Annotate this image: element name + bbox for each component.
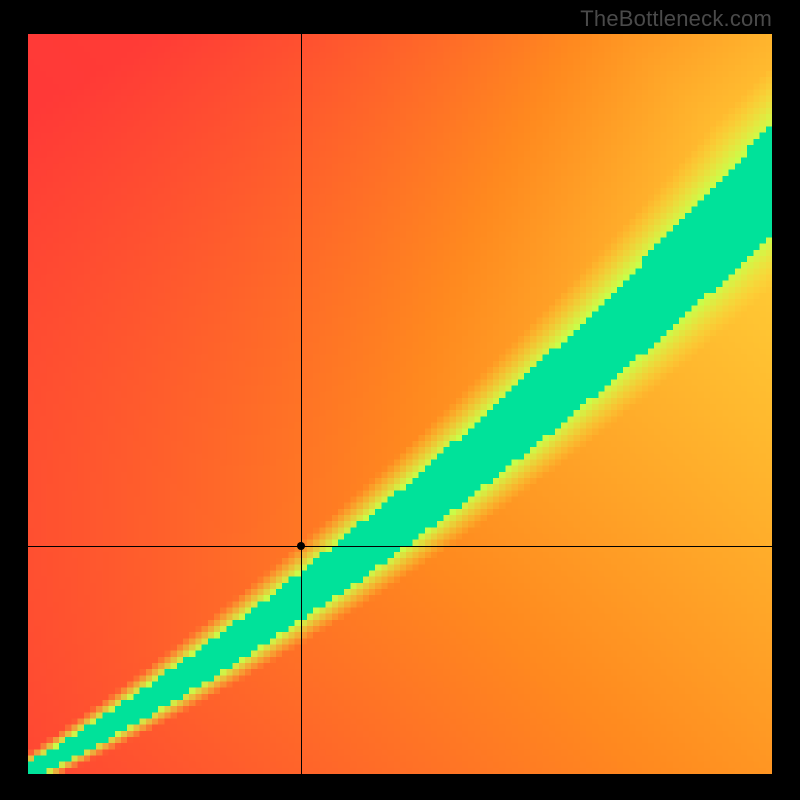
- bottleneck-heatmap: [28, 34, 772, 774]
- plot-area: [28, 34, 772, 774]
- chart-container: TheBottleneck.com: [0, 0, 800, 800]
- watermark-text: TheBottleneck.com: [580, 6, 772, 32]
